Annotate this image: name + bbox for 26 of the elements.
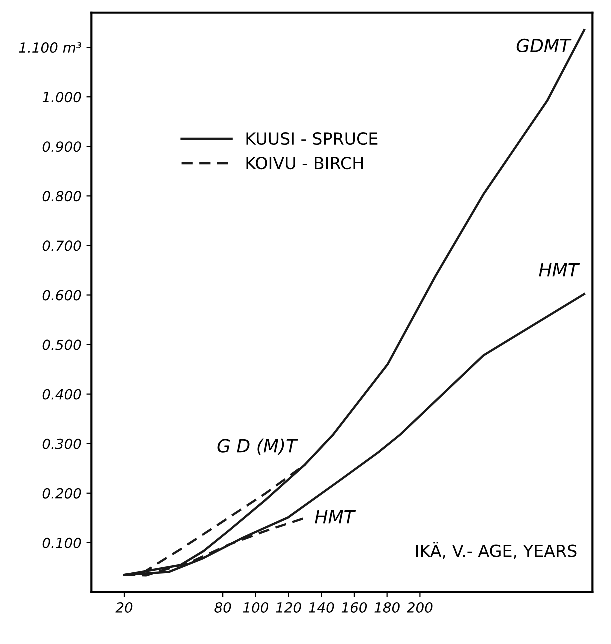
- x-tick-label: 100: [243, 602, 268, 613]
- x-tick-label: 120: [276, 602, 302, 613]
- annotation: G D (M)T: [218, 438, 298, 455]
- x-tick-label: 140: [309, 602, 334, 613]
- y-tick-label: 0.400: [42, 389, 82, 400]
- y-tick-label: 0.200: [42, 488, 82, 499]
- x-tick-label: 80: [214, 602, 232, 613]
- x-tick-label: 20: [116, 602, 133, 613]
- y-tick-label: 1.000: [42, 92, 82, 103]
- x-axis-title: IKÄ, V.- AGE, YEARS: [416, 542, 577, 560]
- x-tick-label: 160: [342, 602, 368, 613]
- y-tick-label: 0.700: [42, 240, 82, 252]
- annotation: GDMT: [516, 38, 572, 53]
- y-tick-label: 0.500: [42, 340, 82, 350]
- y-tick-label: 0.900: [42, 142, 82, 152]
- y-tick-label: 0.800: [42, 191, 82, 202]
- y-tick-label: 0.100: [42, 538, 82, 548]
- annotation: HMT: [539, 263, 580, 277]
- y-tick-label: 0.300: [42, 438, 82, 450]
- annotation: HMT: [315, 510, 356, 524]
- legend-label: KOIVU - BIRCH: [246, 156, 364, 170]
- y-tick-label: 1.100 m³: [19, 42, 82, 54]
- x-tick-label: 180: [374, 602, 400, 613]
- x-tick-label: 200: [406, 602, 433, 613]
- legend-label: KUUSI - SPRUCE: [246, 132, 378, 146]
- y-tick-label: 0.600: [42, 290, 82, 301]
